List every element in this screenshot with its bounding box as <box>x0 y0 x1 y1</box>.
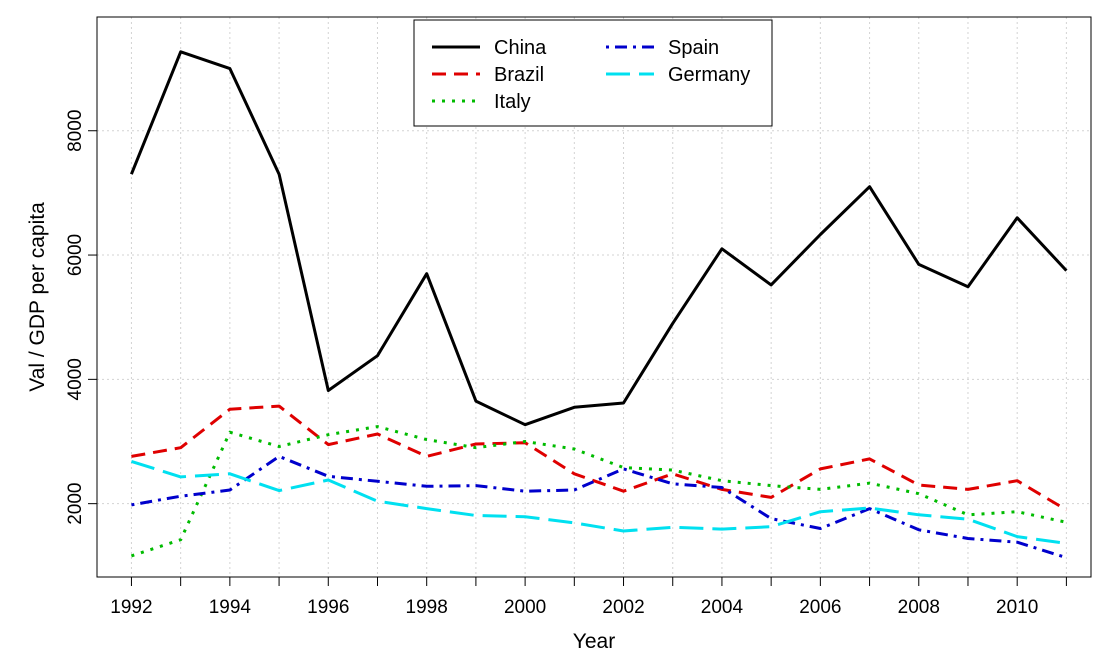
y-axis-title: Val / GDP per capita <box>26 202 49 392</box>
y-tick-label: 4000 <box>65 358 86 400</box>
x-tick-label: 1992 <box>110 597 152 618</box>
series-line-germany <box>130 459 1067 545</box>
plot-frame <box>96 16 1092 578</box>
x-tick-label: 2004 <box>701 597 744 618</box>
series-line-china <box>130 50 1068 427</box>
grid-lines <box>97 17 1091 577</box>
x-tick-label: 1996 <box>307 597 349 618</box>
series-lines <box>130 50 1068 560</box>
legend-box <box>413 19 773 127</box>
x-tick-label: 2008 <box>898 597 940 618</box>
series-line-italy <box>130 425 1067 558</box>
y-tick-label: 6000 <box>65 234 86 276</box>
legend-label-germany: Germany <box>668 64 750 86</box>
x-tick-label: 2000 <box>504 597 546 618</box>
y-tick-label: 2000 <box>65 483 86 525</box>
legend: China Brazil Italy Spain Germany <box>413 19 773 127</box>
x-axis-title: Year <box>573 630 615 653</box>
series-line-spain <box>131 454 1067 560</box>
x-tick-label: 2002 <box>602 597 644 618</box>
legend-label-china: China <box>494 37 547 59</box>
y-axis: 2000 4000 6000 8000 <box>65 110 97 525</box>
x-tick-label: 2010 <box>996 597 1038 618</box>
series-line-brazil <box>131 404 1068 512</box>
x-tick-label: 2006 <box>799 597 841 618</box>
x-axis: 1992 1994 1996 1998 2000 2002 2004 2006 2008 2010 <box>110 577 1067 618</box>
x-tick-label: 1994 <box>209 597 252 618</box>
x-tick-label: 1998 <box>406 597 448 618</box>
legend-label-italy: Italy <box>494 91 531 113</box>
legend-label-brazil: Brazil <box>494 64 544 86</box>
y-tick-label: 8000 <box>65 110 86 152</box>
legend-label-spain: Spain <box>668 37 719 59</box>
